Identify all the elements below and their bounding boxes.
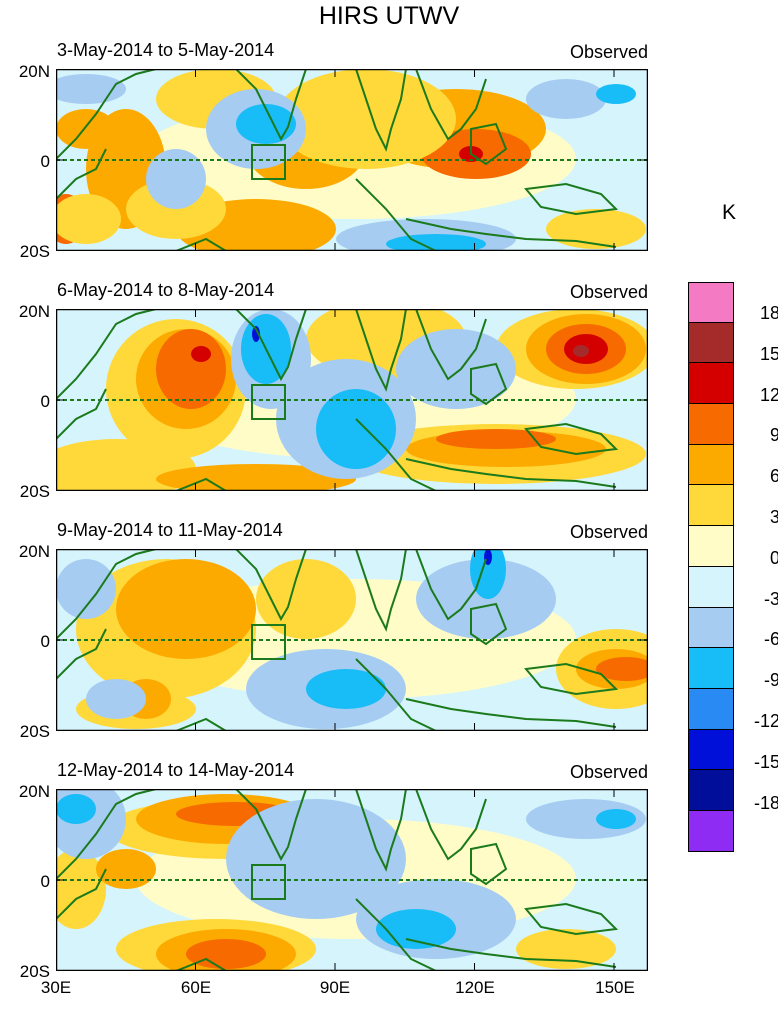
colorbar-swatch bbox=[688, 526, 734, 567]
colorbar-label: 3 bbox=[769, 507, 778, 527]
map-panel-3: 9-May-2014 to 11-May-2014 Observed 20N 0… bbox=[0, 520, 700, 765]
lat-label-20n: 20N bbox=[18, 542, 50, 561]
colorbar-swatch bbox=[688, 729, 734, 771]
panel-tag: Observed bbox=[569, 762, 648, 782]
anomaly-map bbox=[56, 789, 648, 971]
colorbar-swatch bbox=[688, 282, 734, 323]
panel-tag: Observed bbox=[569, 282, 648, 302]
lat-label-0: 0 bbox=[40, 152, 50, 171]
colorbar-label: -18 bbox=[753, 792, 778, 813]
panel-title: 12-May-2014 to 14-May-2014 bbox=[57, 760, 295, 780]
map-panel-2: 6-May-2014 to 8-May-2014 Observed 20N 0 … bbox=[0, 280, 700, 525]
lon-label-30e: 30E bbox=[40, 978, 72, 997]
coastline bbox=[56, 309, 648, 491]
lat-label-20n: 20N bbox=[18, 62, 50, 81]
lat-label-0: 0 bbox=[40, 872, 50, 891]
colorbar bbox=[688, 282, 734, 852]
lon-label-120e: 120E bbox=[455, 978, 495, 997]
panel-title: 6-May-2014 to 8-May-2014 bbox=[57, 280, 275, 300]
lat-label-20s: 20S bbox=[19, 962, 50, 981]
colorbar-swatch bbox=[688, 770, 734, 811]
lat-label-20s: 20S bbox=[19, 722, 50, 741]
map-panel-1: 3-May-2014 to 5-May-2014 Observed 20N 0 … bbox=[0, 40, 700, 285]
colorbar-label: -3 bbox=[763, 588, 778, 609]
lat-label-20s: 20S bbox=[19, 482, 50, 501]
panel-title: 3-May-2014 to 5-May-2014 bbox=[57, 40, 275, 60]
colorbar-swatch bbox=[688, 607, 734, 649]
lat-label-20n: 20N bbox=[18, 782, 50, 801]
colorbar-swatch bbox=[688, 485, 734, 527]
map-panel-4: 12-May-2014 to 14-May-2014 Observed 20N … bbox=[0, 760, 700, 1005]
colorbar-swatch bbox=[688, 363, 734, 405]
coastline bbox=[56, 69, 648, 251]
colorbar-swatch bbox=[688, 648, 734, 689]
anomaly-map bbox=[56, 69, 648, 251]
colorbar-swatch bbox=[688, 444, 734, 486]
colorbar-swatch bbox=[688, 688, 734, 730]
colorbar-swatch bbox=[688, 566, 734, 608]
panel-tag: Observed bbox=[569, 522, 648, 542]
colorbar-label: 18 bbox=[759, 303, 778, 323]
lat-label-20n: 20N bbox=[18, 302, 50, 321]
colorbar-label: -15 bbox=[753, 751, 778, 772]
lon-label-60e: 60E bbox=[180, 978, 212, 997]
colorbar-label: -12 bbox=[753, 711, 778, 731]
lat-label-20s: 20S bbox=[19, 242, 50, 261]
colorbar-label: 9 bbox=[769, 425, 778, 446]
anomaly-map bbox=[56, 549, 648, 731]
figure-title: HIRS UTWV bbox=[318, 2, 460, 30]
coastline bbox=[56, 549, 648, 731]
colorbar-unit: K bbox=[722, 201, 737, 224]
colorbar-swatch bbox=[688, 810, 734, 852]
colorbar-label: 12 bbox=[759, 384, 778, 405]
colorbar-swatch bbox=[688, 322, 734, 364]
colorbar-label: -9 bbox=[763, 670, 778, 691]
panel-title: 9-May-2014 to 11-May-2014 bbox=[57, 520, 283, 540]
panel-tag: Observed bbox=[569, 42, 648, 62]
colorbar-label: 0 bbox=[769, 547, 778, 568]
lon-label-150e: 150E bbox=[595, 978, 635, 997]
colorbar-label: 6 bbox=[769, 466, 778, 487]
colorbar-swatch bbox=[688, 404, 734, 445]
coastline bbox=[56, 789, 648, 971]
lat-label-0: 0 bbox=[40, 632, 50, 651]
anomaly-map bbox=[56, 309, 648, 491]
colorbar-label: -6 bbox=[763, 629, 778, 650]
lon-label-90e: 90E bbox=[319, 978, 351, 997]
lat-label-0: 0 bbox=[40, 392, 50, 411]
colorbar-label: 15 bbox=[759, 343, 778, 364]
